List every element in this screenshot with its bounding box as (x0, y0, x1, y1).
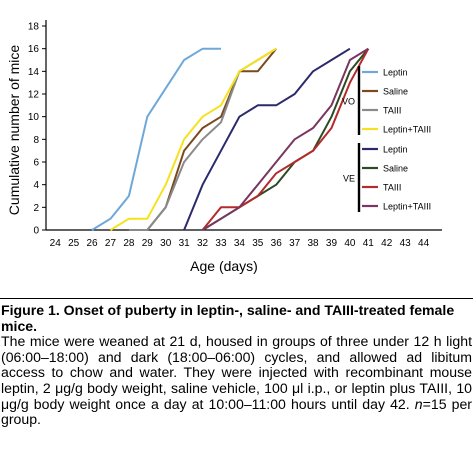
x-tick-label: 42 (381, 238, 393, 249)
x-tick-label: 36 (271, 238, 283, 249)
y-tick-label: 10 (28, 112, 40, 123)
y-tick-label: 0 (33, 226, 39, 237)
x-tick-label: 38 (308, 238, 320, 249)
y-tick-label: 6 (33, 158, 39, 169)
x-tick-label: 41 (363, 238, 375, 249)
series-line-ve-leptin-taiii (202, 47, 369, 231)
y-tick-label: 18 (28, 22, 40, 33)
x-tick-label: 31 (179, 238, 191, 249)
series-line-vo-leptin-taiii (109, 47, 277, 231)
caption-body: The mice were weaned at 21 d, housed in … (1, 333, 472, 428)
x-tick-label: 30 (160, 238, 172, 249)
legend-label-vo-0: Leptin (383, 68, 408, 78)
legend-label-ve-2: TAIII (383, 183, 401, 193)
x-axis-title: Age (days) (190, 258, 258, 274)
legend-group-label-ve: VE (343, 174, 355, 184)
x-tick-label: 37 (289, 238, 301, 249)
legend-label-vo-1: Saline (383, 87, 408, 97)
figure-caption: Figure 1. Onset of puberty in leptin-, s… (1, 302, 472, 428)
caption-n-label: n (414, 395, 423, 412)
series-line-vo-taiii (128, 47, 277, 231)
y-tick-label: 2 (33, 203, 39, 214)
x-tick-label: 39 (326, 238, 338, 249)
y-axis-title: Cumulative number of mice (6, 45, 22, 216)
legend-label-vo-2: TAIII (383, 106, 401, 116)
y-tick-label: 4 (33, 180, 39, 191)
x-tick-label: 35 (252, 238, 264, 249)
caption-n-text: =15 per group. (1, 395, 472, 428)
series-line-ve-taiii (201, 48, 370, 231)
figure-panel: 0 2 4 6 8 10 12 14 16 18 24 25 26 27 28 29 30 31 32 33 34 35 3… (6, 20, 442, 274)
x-tick-label: 27 (105, 238, 117, 249)
x-tick-label: 25 (68, 238, 80, 249)
series-line-ve-leptin (183, 47, 351, 231)
y-tick-label: 16 (28, 44, 40, 55)
x-tick-label: 29 (142, 238, 154, 249)
y-tick-label: 8 (33, 135, 39, 146)
caption-title: Figure 1. Onset of puberty in leptin-, s… (1, 302, 455, 334)
x-tick-label: 24 (50, 238, 62, 249)
caption-divider (0, 298, 473, 299)
x-tick-label: 28 (123, 238, 135, 249)
legend-label-ve-0: Leptin (383, 145, 408, 155)
x-tick-label: 33 (215, 238, 227, 249)
x-tick-label: 44 (418, 238, 430, 249)
x-tick-label: 34 (234, 238, 246, 249)
series-line-vo-leptin (91, 47, 221, 231)
legend-label-vo-3: Leptin+TAIII (383, 125, 431, 135)
y-tick-label: 14 (28, 67, 40, 78)
x-tick-label: 43 (400, 238, 412, 249)
legend-group-label-vo: VO (342, 97, 355, 107)
x-tick-label: 40 (344, 238, 356, 249)
legend-label-ve-3: Leptin+TAIII (383, 202, 431, 212)
y-tick-label: 12 (28, 90, 40, 101)
x-tick-label: 32 (197, 238, 209, 249)
legend-label-ve-1: Saline (383, 164, 408, 174)
x-tick-label: 26 (86, 238, 98, 249)
caption-text: The mice were weaned at 21 d, housed in … (1, 333, 472, 412)
